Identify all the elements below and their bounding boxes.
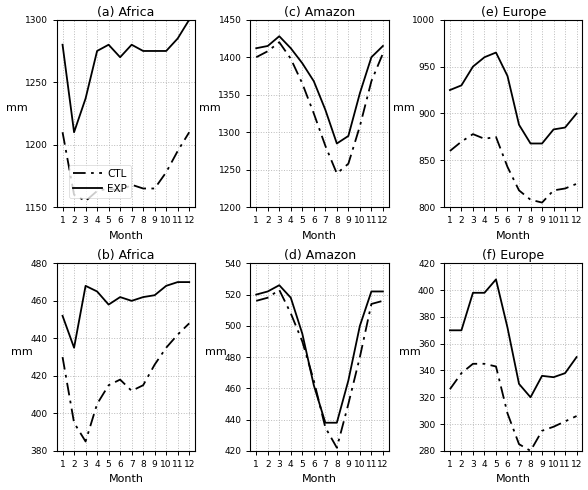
Title: (e) Europe: (e) Europe — [480, 5, 546, 19]
Title: (f) Europe: (f) Europe — [482, 249, 544, 262]
X-axis label: Month: Month — [108, 231, 143, 241]
Title: (d) Amazon: (d) Amazon — [283, 249, 356, 262]
Y-axis label: mm: mm — [393, 103, 415, 114]
Legend: CTL, EXP: CTL, EXP — [69, 165, 132, 198]
X-axis label: Month: Month — [302, 231, 337, 241]
Y-axis label: mm: mm — [399, 347, 420, 357]
X-axis label: Month: Month — [302, 474, 337, 485]
Y-axis label: mm: mm — [11, 347, 33, 357]
X-axis label: Month: Month — [496, 231, 531, 241]
Title: (c) Amazon: (c) Amazon — [284, 5, 355, 19]
X-axis label: Month: Month — [496, 474, 531, 485]
Title: (a) Africa: (a) Africa — [97, 5, 155, 19]
Y-axis label: mm: mm — [199, 103, 221, 114]
X-axis label: Month: Month — [108, 474, 143, 485]
Title: (b) Africa: (b) Africa — [97, 249, 155, 262]
Y-axis label: mm: mm — [205, 347, 227, 357]
Y-axis label: mm: mm — [5, 103, 27, 114]
